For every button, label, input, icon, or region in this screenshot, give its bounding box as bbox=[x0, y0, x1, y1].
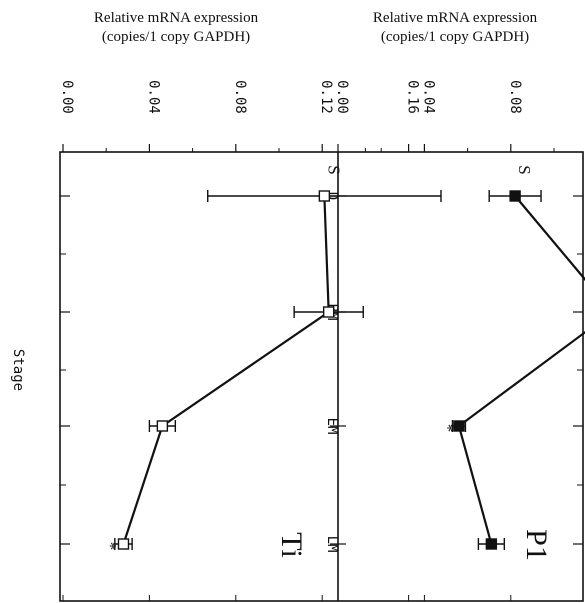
data-point bbox=[453, 420, 465, 432]
value-axis-title: Relative mRNA expression bbox=[373, 10, 538, 26]
value-tick-label: 0.08 bbox=[232, 80, 248, 114]
data-point bbox=[318, 190, 331, 202]
panel-ti: 0.00 0.04 0.08 0.12 0.16 Relative mRNA expres… bbox=[59, 10, 442, 601]
significance-annotation: S bbox=[324, 165, 343, 174]
data-point bbox=[117, 538, 130, 550]
category-label: LM bbox=[324, 536, 340, 553]
data-point bbox=[485, 538, 498, 550]
value-axis-title: (copies/1 copy GAPDH) bbox=[102, 29, 250, 45]
value-axis-title: (copies/1 copy GAPDH) bbox=[381, 29, 529, 45]
significance-annotation: * bbox=[438, 424, 457, 433]
panel-label: Ti bbox=[275, 532, 308, 558]
significance-annotation: * bbox=[101, 542, 120, 551]
value-tick-label: 0.00 bbox=[59, 80, 75, 114]
value-tick-label: 0.04 bbox=[145, 80, 161, 114]
value-tick-label: 0.00 bbox=[334, 80, 350, 114]
value-tick-label: 0.04 bbox=[420, 80, 436, 114]
significance-annotation: S bbox=[515, 165, 534, 174]
category-label: EM bbox=[324, 418, 340, 435]
x-axis-title: Stage bbox=[10, 349, 26, 391]
data-point bbox=[322, 306, 335, 318]
plot-frame bbox=[59, 151, 584, 602]
series-line bbox=[457, 195, 585, 545]
value-tick-label: 0.16 bbox=[405, 80, 421, 114]
value-tick-label: 0.12 bbox=[318, 80, 334, 114]
data-point bbox=[156, 420, 169, 432]
panel-label: P1 bbox=[520, 529, 553, 561]
value-axis-title: Relative mRNA expression bbox=[94, 10, 259, 26]
series-line bbox=[122, 195, 330, 545]
data-point bbox=[509, 190, 521, 202]
value-tick-label: 0.08 bbox=[507, 80, 523, 114]
